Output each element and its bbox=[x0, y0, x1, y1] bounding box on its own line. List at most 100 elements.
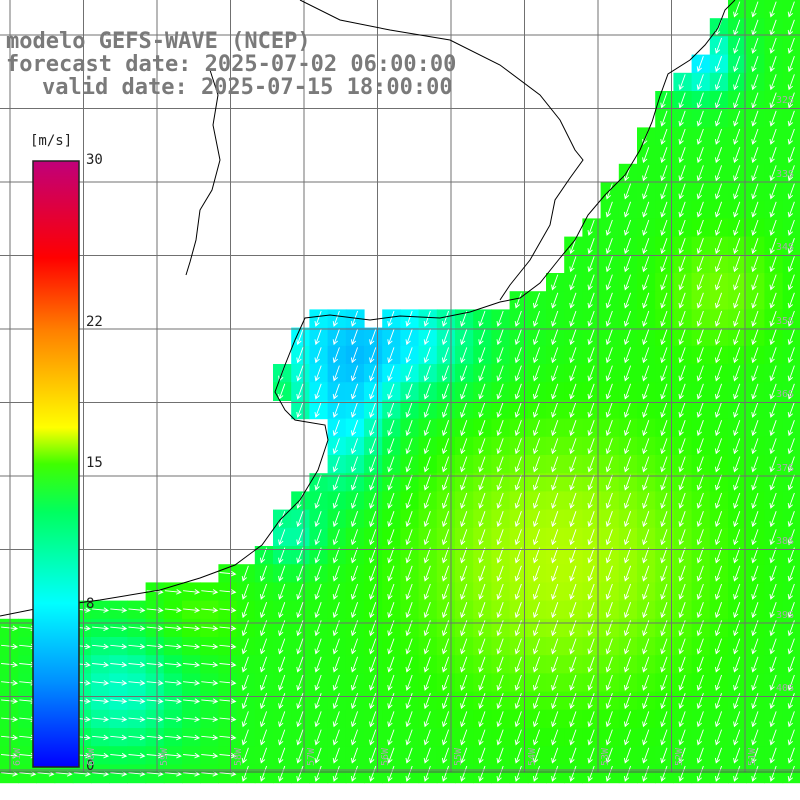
longitude-label: 56W bbox=[379, 747, 391, 766]
wind-arrow bbox=[460, 474, 468, 491]
wind-arrow bbox=[751, 547, 759, 564]
wind-arrow bbox=[787, 292, 795, 309]
wind-arrow bbox=[660, 329, 668, 346]
wind-arrow bbox=[733, 147, 741, 164]
wind-arrow bbox=[733, 438, 741, 455]
wind-arrow bbox=[532, 310, 541, 327]
wind-arrow bbox=[441, 456, 450, 473]
wind-arrow bbox=[92, 716, 110, 723]
wind-arrow bbox=[787, 201, 795, 218]
wind-arrow bbox=[660, 638, 668, 655]
wind-arrow bbox=[605, 329, 613, 346]
wind-arrow bbox=[514, 711, 522, 728]
wind-arrow bbox=[787, 37, 795, 54]
wind-arrow bbox=[623, 583, 632, 600]
wind-arrow bbox=[201, 716, 219, 723]
wind-arrow bbox=[733, 765, 741, 782]
wind-arrow bbox=[623, 492, 632, 509]
wind-arrow bbox=[387, 547, 395, 564]
wind-arrow bbox=[259, 602, 268, 619]
wind-arrow bbox=[751, 638, 759, 655]
wind-arrow bbox=[514, 765, 522, 782]
wind-arrow bbox=[296, 401, 304, 418]
wind-arrow bbox=[733, 292, 741, 309]
wind-arrow bbox=[278, 693, 286, 710]
wind-arrow bbox=[569, 256, 577, 273]
wind-arrow bbox=[678, 474, 686, 491]
wind-arrow bbox=[642, 693, 650, 710]
wind-arrow bbox=[314, 492, 322, 509]
wind-arrow bbox=[569, 529, 577, 546]
wind-arrow bbox=[110, 680, 128, 686]
wind-arrow bbox=[478, 656, 486, 673]
wind-arrow bbox=[623, 365, 632, 382]
wind-arrow bbox=[314, 401, 322, 418]
wind-arrow bbox=[787, 274, 795, 291]
wind-arrow bbox=[201, 734, 219, 741]
wind-arrow bbox=[587, 583, 595, 600]
wind-arrow bbox=[769, 420, 777, 437]
wind-arrow bbox=[350, 674, 359, 691]
wind-arrow bbox=[314, 711, 322, 728]
wind-arrow bbox=[751, 128, 759, 145]
wind-arrow bbox=[441, 401, 450, 418]
wind-arrow bbox=[278, 656, 286, 673]
wind-arrow bbox=[769, 638, 777, 655]
wind-arrow bbox=[278, 747, 286, 764]
wind-arrow bbox=[751, 729, 759, 746]
wind-arrow bbox=[423, 711, 431, 728]
wind-arrow bbox=[532, 583, 541, 600]
wind-arrow bbox=[387, 310, 395, 327]
wind-arrow bbox=[769, 110, 777, 127]
wind-arrow bbox=[405, 438, 413, 455]
wind-arrow bbox=[478, 547, 486, 564]
wind-arrow bbox=[569, 638, 577, 655]
wind-arrow bbox=[423, 383, 431, 400]
wind-arrow bbox=[128, 643, 146, 650]
wind-arrow bbox=[623, 183, 632, 200]
wind-arrow bbox=[405, 420, 413, 437]
wind-arrow bbox=[219, 752, 237, 759]
wind-arrow bbox=[696, 547, 704, 564]
wind-arrow bbox=[478, 583, 486, 600]
wind-arrow bbox=[660, 147, 668, 164]
wind-arrow bbox=[405, 565, 413, 582]
wind-arrow bbox=[532, 729, 541, 746]
wind-arrow bbox=[751, 201, 759, 218]
wind-arrow bbox=[751, 529, 759, 546]
wind-arrow bbox=[532, 292, 541, 309]
wind-arrow bbox=[551, 492, 559, 509]
wind-arrow bbox=[532, 747, 541, 764]
wind-arrow bbox=[532, 329, 541, 346]
wind-arrow bbox=[350, 529, 359, 546]
wind-arrow bbox=[551, 310, 559, 327]
latitude-label: 34S bbox=[776, 242, 795, 253]
wind-arrow bbox=[569, 547, 577, 564]
wind-arrow bbox=[278, 383, 286, 400]
wind-arrow bbox=[128, 661, 146, 668]
wind-arrow bbox=[660, 401, 668, 418]
wind-arrow bbox=[532, 420, 541, 437]
wind-arrow bbox=[660, 602, 668, 619]
wind-arrow bbox=[769, 74, 777, 91]
longitude-label: 57W bbox=[306, 747, 317, 766]
wind-arrow bbox=[369, 674, 377, 691]
wind-arrow bbox=[605, 238, 613, 255]
wind-arrow bbox=[660, 583, 668, 600]
wind-arrow bbox=[696, 219, 704, 236]
wind-arrow bbox=[769, 438, 777, 455]
wind-arrow bbox=[296, 511, 304, 528]
wind-arrow bbox=[387, 565, 395, 582]
wind-arrow bbox=[787, 492, 795, 509]
wind-arrow bbox=[733, 383, 741, 400]
wind-arrow bbox=[460, 310, 468, 327]
wind-arrow bbox=[714, 656, 723, 673]
wind-arrow bbox=[569, 347, 577, 364]
wind-arrow bbox=[751, 292, 759, 309]
wind-arrow bbox=[642, 711, 650, 728]
wind-arrow bbox=[751, 401, 759, 418]
wind-arrow bbox=[714, 638, 723, 655]
wind-arrow bbox=[678, 674, 686, 691]
wind-arrow bbox=[696, 365, 704, 382]
wind-arrow bbox=[296, 747, 304, 764]
